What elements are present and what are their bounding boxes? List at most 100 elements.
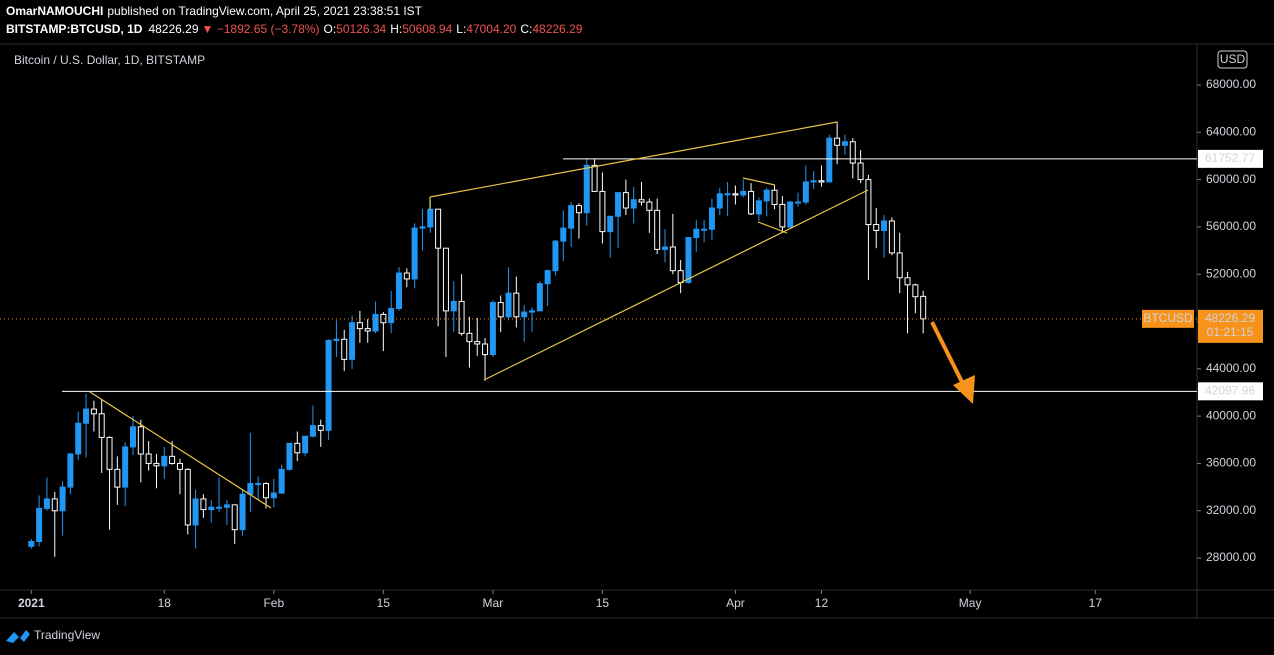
candle-body	[309, 425, 316, 437]
candle-body	[161, 455, 168, 467]
candle-body	[90, 408, 97, 415]
candle-body	[896, 252, 903, 279]
candle-body	[795, 201, 801, 204]
candle-body	[98, 413, 105, 438]
candle-body	[223, 504, 230, 508]
candle-body	[536, 283, 543, 312]
candle-body	[575, 205, 582, 214]
currency-box	[1217, 50, 1248, 69]
arrow	[930, 321, 975, 404]
y-tick-label: 64000.00	[1206, 124, 1256, 138]
x-tick-label: May	[959, 596, 982, 610]
candle-body	[231, 504, 238, 531]
candle-body	[75, 422, 82, 455]
y-tick-label: 60000.00	[1206, 172, 1256, 186]
ohlc-value: 48226.29	[532, 22, 582, 36]
candle-body	[732, 193, 739, 196]
candle-body	[51, 498, 58, 512]
arrow-shaft	[930, 321, 966, 387]
candle-body	[106, 436, 113, 470]
price-label: 61752.77	[1205, 151, 1255, 165]
symbol: BITSTAMP:BTCUSD, 1D	[6, 22, 143, 36]
candle-body	[708, 207, 715, 230]
candle-body	[622, 192, 629, 209]
candle-body	[568, 205, 575, 229]
candle-body	[505, 292, 512, 318]
candle-body	[294, 442, 301, 454]
candle-body	[411, 227, 418, 280]
candle-body	[560, 227, 567, 242]
candle-body	[247, 483, 254, 495]
candle-body	[192, 498, 199, 526]
trend-line	[742, 177, 776, 186]
candle-body	[43, 498, 50, 509]
candle-body	[865, 179, 872, 226]
candle-body	[450, 300, 457, 312]
candle-body	[607, 215, 614, 233]
symbol-box	[1142, 309, 1194, 328]
x-tick-label: 12	[815, 596, 829, 610]
candle-body	[638, 199, 645, 203]
price-label-box	[1198, 149, 1263, 168]
candle-body	[341, 338, 348, 360]
y-tick-label: 52000.00	[1206, 266, 1256, 280]
candle-body	[881, 220, 888, 231]
candle-body	[724, 193, 731, 196]
symbol-label: BTCUSD	[1143, 311, 1193, 325]
marks: 28000.00 32000.00 36000.00 40000.00 44000.00…	[0, 77, 1263, 610]
candle-body	[740, 190, 747, 196]
candle-body	[552, 240, 559, 272]
drawings	[89, 121, 869, 509]
candle-body	[184, 468, 191, 526]
candle-body	[654, 209, 661, 250]
candle-body	[630, 199, 637, 209]
y-tick-label: 56000.00	[1206, 219, 1256, 233]
trend-line	[89, 391, 272, 509]
candle-body	[802, 181, 809, 203]
candle-body	[748, 190, 755, 215]
published: published on TradingView.com, April 25, …	[107, 4, 422, 18]
candle-body	[888, 220, 895, 254]
candle-body	[216, 506, 223, 509]
candle-body	[176, 462, 183, 470]
candle-body	[685, 237, 692, 283]
ohlc-value: 47004.20	[466, 22, 516, 36]
y-tick-label: 36000.00	[1206, 456, 1256, 470]
price-label-box	[1198, 382, 1263, 401]
logo	[6, 630, 30, 643]
candle-body	[137, 426, 144, 455]
candle-body	[356, 322, 363, 330]
candle-body	[83, 408, 90, 424]
candle-body	[912, 284, 919, 298]
candle-body	[701, 228, 708, 231]
candle-body	[544, 270, 551, 285]
x-tick-label: Feb	[263, 596, 284, 610]
candle-body	[834, 137, 841, 146]
candle-body	[826, 137, 833, 183]
candle-body	[278, 468, 285, 494]
candle-body	[372, 313, 379, 332]
y-tick-label: 68000.00	[1206, 77, 1256, 91]
logo-mark	[6, 630, 30, 643]
candle-body	[849, 141, 856, 164]
x-tick-label: 2021	[18, 596, 45, 610]
candle-body	[763, 189, 770, 202]
candle-body	[442, 247, 449, 312]
candle-body	[200, 498, 207, 511]
last-price-box	[1198, 309, 1263, 343]
candle-body	[787, 201, 794, 228]
author: OmarNAMOUCHI	[6, 4, 103, 18]
candle-body	[873, 224, 880, 231]
candle-body	[208, 506, 215, 511]
trend-line	[429, 121, 838, 198]
candle-body	[669, 246, 676, 272]
candle-body	[380, 313, 387, 324]
candle-body	[427, 208, 434, 228]
candle-body	[904, 277, 911, 286]
arrow-head	[953, 375, 975, 404]
candle-body	[591, 164, 598, 192]
chart-title: Bitcoin / U.S. Dollar, 1D, BITSTAMP	[14, 53, 205, 67]
candle-body	[263, 483, 269, 499]
trend-line	[483, 189, 869, 381]
candle-body	[677, 270, 684, 283]
